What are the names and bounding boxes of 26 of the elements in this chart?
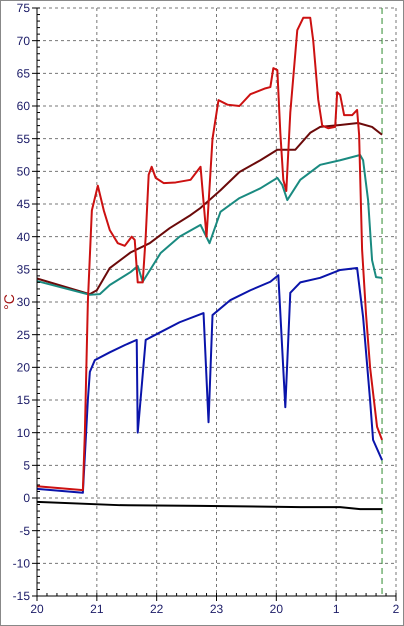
y-tick-label: -15	[12, 589, 30, 604]
x-tick-label: 20	[270, 602, 284, 616]
y-tick-label: 10	[16, 426, 30, 440]
y-tick-label: 25	[16, 328, 30, 342]
y-tick-label: 75	[16, 1, 30, 16]
x-tick-label: 1	[332, 602, 340, 616]
y-axis-title: °C	[1, 294, 17, 310]
y-tick-label: 45	[16, 197, 30, 212]
x-tick-label: 22	[150, 602, 164, 616]
y-tick-label: 15	[16, 393, 30, 408]
y-tick-label: 50	[16, 164, 30, 179]
y-tick-label: 40	[16, 230, 30, 244]
y-tick-label: 0	[23, 491, 30, 506]
y-tick-label: 60	[16, 99, 30, 114]
y-tick-label: 20	[16, 360, 30, 375]
y-tick-label: -10	[12, 556, 30, 571]
y-tick-label: -5	[19, 524, 30, 538]
y-tick-label: 5	[23, 458, 30, 473]
x-tick-label: 2	[392, 602, 400, 616]
y-tick-label: 65	[16, 66, 30, 81]
y-tick-label: 55	[16, 132, 30, 146]
y-tick-label: 70	[16, 34, 30, 48]
x-tick-label: 21	[90, 602, 104, 616]
y-tick-label: 35	[16, 262, 30, 277]
x-tick-label: 23	[210, 602, 224, 616]
y-tick-label: 30	[16, 295, 30, 310]
